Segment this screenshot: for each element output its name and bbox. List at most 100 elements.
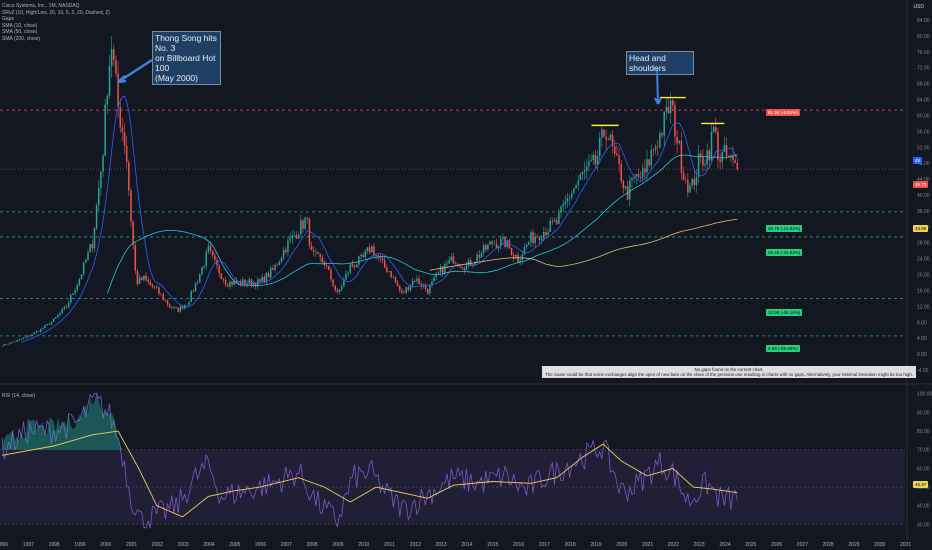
candle-body	[177, 307, 180, 312]
candle-body	[523, 246, 526, 255]
candle-body	[300, 220, 302, 235]
candle-body	[347, 272, 349, 274]
x-tick-label: 2006	[255, 542, 266, 548]
candle-body	[592, 154, 595, 160]
candle-body	[459, 265, 461, 267]
candle-body	[394, 277, 397, 283]
price-y-tick: 0.00	[917, 352, 927, 358]
candle-body	[577, 180, 579, 186]
currency-label[interactable]: USD	[913, 4, 924, 10]
candle-body	[14, 341, 16, 343]
candle-body	[661, 133, 663, 136]
current-price-tag: 45.73	[913, 181, 929, 188]
candle-body	[95, 205, 98, 228]
candle-body	[545, 231, 547, 236]
candle-body	[446, 263, 448, 265]
candle-body	[465, 265, 468, 271]
candle-body	[629, 180, 631, 200]
candle-body	[409, 285, 412, 291]
candle-body	[132, 221, 134, 246]
candle-body	[46, 323, 48, 326]
candle-body	[646, 159, 648, 173]
candle-body	[463, 268, 466, 271]
candle-body	[355, 264, 358, 268]
candle-body	[50, 321, 53, 325]
candle-body	[553, 220, 556, 222]
candle-body	[730, 155, 732, 158]
price-y-tick: 84.00	[917, 18, 930, 24]
head-shoulders-callout[interactable]: Head and shoulders	[626, 51, 694, 75]
candle-body	[310, 245, 313, 251]
legend-sma50[interactable]: SMA (50, close)	[2, 29, 38, 36]
candle-body	[495, 243, 498, 249]
candle-body	[80, 274, 83, 280]
thong-song-callout[interactable]: Thong Song hits No. 3 on Billboard Hot 1…	[152, 31, 221, 85]
x-tick-label: 2012	[410, 542, 421, 548]
candle-body	[287, 240, 289, 253]
candle-body	[188, 302, 190, 306]
candle-body	[3, 344, 5, 346]
candle-body	[231, 281, 233, 285]
candle-body	[24, 336, 27, 338]
candle-body	[560, 206, 562, 213]
candle-body	[562, 204, 564, 207]
candle-body	[512, 255, 515, 257]
candle-body	[663, 111, 665, 136]
candle-body	[74, 290, 76, 294]
candle-body	[469, 260, 472, 266]
candle-body	[147, 279, 149, 282]
sma-10-line	[21, 95, 738, 343]
legend-srvz[interactable]: SRvZ (10, High/Low, 20, 10, 5, 2, 20, Da…	[2, 9, 110, 16]
candle-body	[345, 273, 347, 280]
rsi-value-tag: 45.37	[913, 481, 929, 488]
legend-sma200[interactable]: SMA (200, close)	[2, 35, 41, 42]
candle-body	[130, 190, 132, 222]
candle-body	[67, 302, 70, 308]
candle-body	[444, 264, 446, 274]
candle-body	[291, 235, 294, 239]
price-y-tick: 28.00	[917, 241, 930, 247]
resistance-tag: 61.34 (-5.51%)	[766, 109, 800, 116]
chart-legend: Cisco Systems, Inc., 1M, NASDAQ SRvZ (10…	[2, 3, 110, 43]
rsi-y-tick: 80.00	[917, 429, 930, 435]
candle-body	[366, 247, 369, 252]
candle-body	[392, 277, 395, 278]
candle-body	[106, 95, 109, 105]
candle-body	[540, 238, 543, 241]
legend-symbol[interactable]: Cisco Systems, Inc., 1M, NASDAQ	[2, 3, 80, 9]
candle-body	[536, 237, 539, 238]
candle-body	[35, 331, 38, 333]
candle-body	[521, 254, 524, 261]
candle-body	[656, 146, 659, 148]
candle-body	[5, 344, 8, 345]
candle-body	[274, 264, 276, 270]
candle-body	[29, 335, 31, 337]
candle-body	[693, 178, 696, 186]
candle-body	[583, 170, 586, 172]
candle-body	[297, 234, 300, 239]
candle-body	[431, 281, 433, 286]
x-tick-label: 2022	[668, 542, 679, 548]
candle-body	[699, 153, 702, 157]
candle-body	[480, 253, 483, 258]
candle-body	[712, 127, 715, 132]
candle-body	[190, 291, 192, 303]
rsi-legend[interactable]: RSI (14, close)	[2, 393, 36, 399]
x-tick-label: 1997	[23, 542, 34, 548]
candle-body	[695, 176, 698, 186]
candle-body	[330, 269, 332, 280]
candle-body	[364, 251, 367, 258]
legend-sma10[interactable]: SMA (10, close)	[2, 22, 38, 29]
candle-body	[246, 283, 248, 285]
price-y-tick: 8.00	[917, 320, 927, 326]
candle-body	[605, 136, 607, 140]
candle-body	[39, 328, 42, 332]
candle-body	[334, 285, 337, 290]
candle-body	[637, 174, 640, 177]
candle-body	[229, 281, 231, 287]
rsi-y-tick: 40.00	[917, 504, 930, 510]
candle-body	[158, 287, 160, 294]
legend-gaps[interactable]: Gaps	[2, 16, 14, 23]
candle-body	[115, 59, 117, 74]
